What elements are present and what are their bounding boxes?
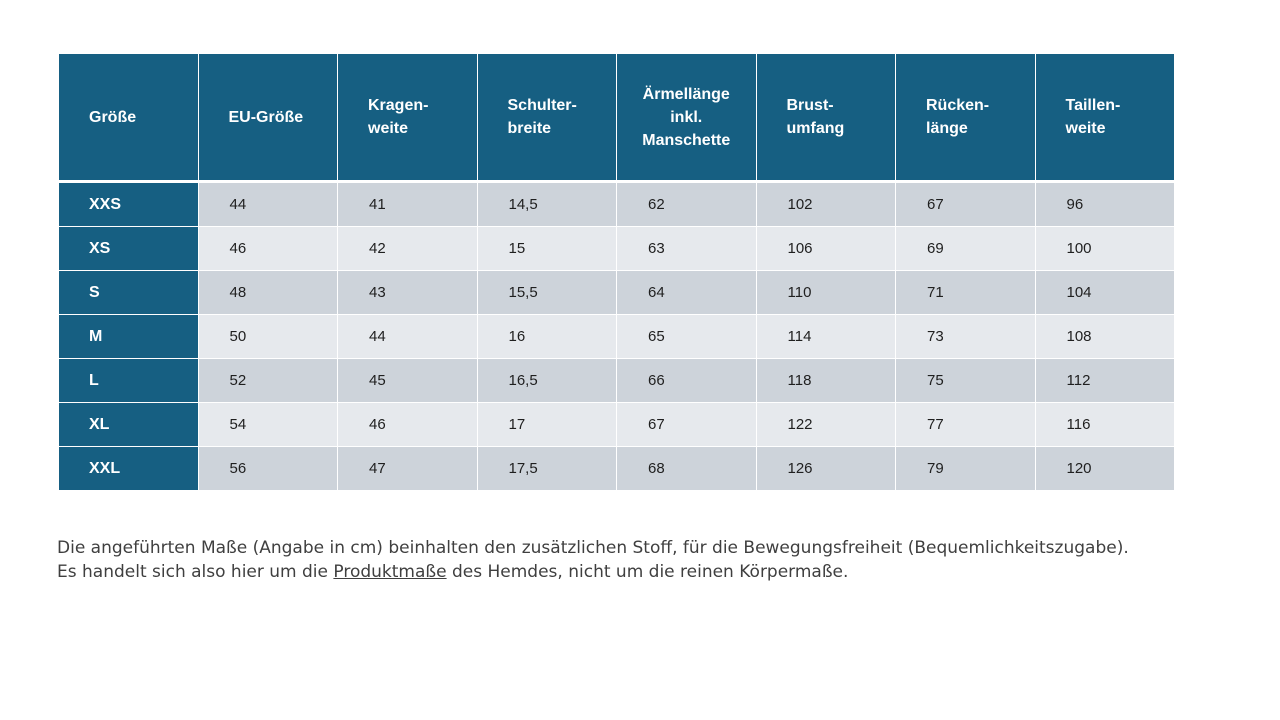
cell-aermellaenge: 64: [616, 270, 757, 315]
cell-rueckenlaenge: 71: [895, 270, 1036, 315]
cell-groesse: XXL: [58, 446, 199, 491]
measurement-note: Die angeführten Maße (Angabe in cm) bein…: [57, 536, 1257, 584]
cell-kragenweite: 44: [337, 314, 478, 359]
note-produktmasse-underlined: Produktmaße: [333, 562, 447, 582]
header-taillenweite: Taillen- weite: [1034, 53, 1175, 182]
size-chart-table: Größe EU-Größe Kragen- weite Schulter- b…: [58, 53, 1175, 491]
cell-kragenweite: 43: [337, 270, 478, 315]
cell-taillenweite: 120: [1034, 446, 1175, 491]
cell-aermellaenge: 65: [616, 314, 757, 359]
cell-taillenweite: 100: [1034, 226, 1175, 271]
table-row: S 48 43 15,5 64 110 71 104: [58, 270, 1175, 315]
header-eu-groesse: EU-Größe: [197, 53, 338, 182]
note-line-2-end: des Hemdes, nicht um die reinen Körperma…: [446, 562, 849, 582]
cell-rueckenlaenge: 77: [895, 402, 1036, 447]
cell-eu-groesse: 56: [197, 446, 338, 491]
table-row: M 50 44 16 65 114 73 108: [58, 314, 1175, 359]
cell-taillenweite: 104: [1034, 270, 1175, 315]
cell-kragenweite: 42: [337, 226, 478, 271]
cell-aermellaenge: 63: [616, 226, 757, 271]
cell-eu-groesse: 48: [197, 270, 338, 315]
cell-brustumfang: 126: [755, 446, 896, 491]
cell-rueckenlaenge: 69: [895, 226, 1036, 271]
cell-schulterbreite: 15: [476, 226, 617, 271]
cell-eu-groesse: 50: [197, 314, 338, 359]
cell-aermellaenge: 66: [616, 358, 757, 403]
cell-rueckenlaenge: 75: [895, 358, 1036, 403]
cell-groesse: XL: [58, 402, 199, 447]
cell-schulterbreite: 15,5: [476, 270, 617, 315]
table-row: XS 46 42 15 63 106 69 100: [58, 226, 1175, 271]
cell-schulterbreite: 16,5: [476, 358, 617, 403]
header-schulterbreite: Schulter- breite: [476, 53, 617, 182]
table-row: XL 54 46 17 67 122 77 116: [58, 402, 1175, 447]
cell-aermellaenge: 67: [616, 402, 757, 447]
cell-schulterbreite: 14,5: [476, 181, 617, 227]
cell-kragenweite: 45: [337, 358, 478, 403]
cell-brustumfang: 102: [755, 181, 896, 227]
cell-brustumfang: 122: [755, 402, 896, 447]
cell-brustumfang: 110: [755, 270, 896, 315]
cell-eu-groesse: 52: [197, 358, 338, 403]
cell-schulterbreite: 16: [476, 314, 617, 359]
note-line-1: Die angeführten Maße (Angabe in cm) bein…: [57, 538, 1129, 558]
cell-taillenweite: 112: [1034, 358, 1175, 403]
table-row: XXL 56 47 17,5 68 126 79 120: [58, 446, 1175, 491]
cell-rueckenlaenge: 73: [895, 314, 1036, 359]
header-aermellaenge: Ärmellänge inkl. Manschette: [616, 53, 757, 182]
note-line-2-start: Es handelt sich also hier um die: [57, 562, 334, 582]
cell-brustumfang: 106: [755, 226, 896, 271]
table-row: XXS 44 41 14,5 62 102 67 96: [58, 181, 1175, 227]
table-row: L 52 45 16,5 66 118 75 112: [58, 358, 1175, 403]
cell-eu-groesse: 54: [197, 402, 338, 447]
cell-groesse: M: [58, 314, 199, 359]
cell-rueckenlaenge: 79: [895, 446, 1036, 491]
table-header-row: Größe EU-Größe Kragen- weite Schulter- b…: [58, 53, 1175, 182]
header-rueckenlaenge: Rücken- länge: [895, 53, 1036, 182]
cell-kragenweite: 46: [337, 402, 478, 447]
cell-groesse: L: [58, 358, 199, 403]
cell-eu-groesse: 44: [197, 181, 338, 227]
cell-brustumfang: 118: [755, 358, 896, 403]
cell-aermellaenge: 62: [616, 181, 757, 227]
cell-brustumfang: 114: [755, 314, 896, 359]
cell-taillenweite: 116: [1034, 402, 1175, 447]
cell-groesse: XS: [58, 226, 199, 271]
cell-schulterbreite: 17: [476, 402, 617, 447]
cell-taillenweite: 108: [1034, 314, 1175, 359]
cell-kragenweite: 41: [337, 181, 478, 227]
header-kragenweite: Kragen- weite: [337, 53, 478, 182]
cell-groesse: S: [58, 270, 199, 315]
cell-kragenweite: 47: [337, 446, 478, 491]
note-line-2: Es handelt sich also hier um die Produkt…: [57, 560, 1257, 584]
cell-schulterbreite: 17,5: [476, 446, 617, 491]
cell-taillenweite: 96: [1034, 181, 1175, 227]
cell-eu-groesse: 46: [197, 226, 338, 271]
table-body: XXS 44 41 14,5 62 102 67 96 XS 46 42 15 63 106 69 100 S 4…: [58, 181, 1175, 491]
header-brustumfang: Brust- umfang: [755, 53, 896, 182]
cell-rueckenlaenge: 67: [895, 181, 1036, 227]
header-groesse: Größe: [58, 53, 199, 182]
cell-aermellaenge: 68: [616, 446, 757, 491]
cell-groesse: XXS: [58, 181, 199, 227]
